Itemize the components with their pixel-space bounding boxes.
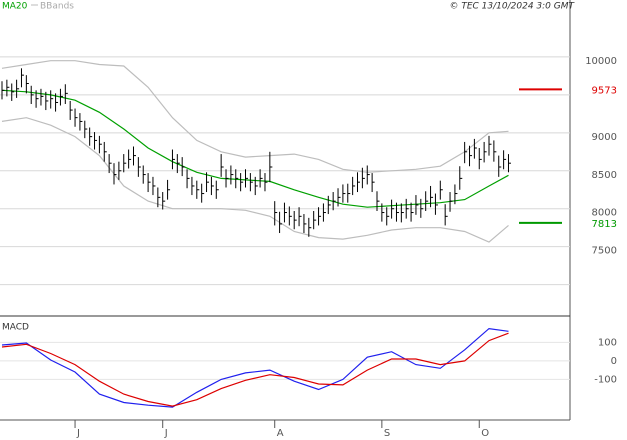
legend-ma20: MA20 <box>2 2 28 12</box>
series-line <box>1 327 509 408</box>
y-tick-label: -100 <box>594 374 617 385</box>
series-line <box>1 60 509 173</box>
x-tick-label: J <box>76 428 80 439</box>
y-tick-label: 0 <box>611 356 617 367</box>
y-tick-label: 100 <box>598 337 617 348</box>
series-line <box>1 117 509 243</box>
level-label: 9573 <box>592 85 617 96</box>
y-tick-label: 10000 <box>585 56 617 67</box>
legend-bbands: BBands <box>40 2 74 12</box>
y-tick-label: 7500 <box>592 246 617 257</box>
level-label: 7813 <box>592 219 617 230</box>
macd-title: MACD <box>2 323 29 333</box>
x-tick-label: O <box>481 428 489 439</box>
x-tick-label: S <box>384 428 390 439</box>
level-label-bg <box>572 216 618 229</box>
series-line <box>1 332 509 407</box>
x-tick-label: J <box>164 428 168 439</box>
level-label-bg <box>572 83 618 96</box>
y-tick-label: 8500 <box>592 170 617 181</box>
credit: © TEC 13/10/2024 3:0 GMT <box>449 2 575 12</box>
x-tick-label: A <box>277 428 284 439</box>
y-tick-label: 9000 <box>592 132 617 143</box>
y-tick-label: 8000 <box>592 208 617 219</box>
series-line <box>1 89 509 208</box>
